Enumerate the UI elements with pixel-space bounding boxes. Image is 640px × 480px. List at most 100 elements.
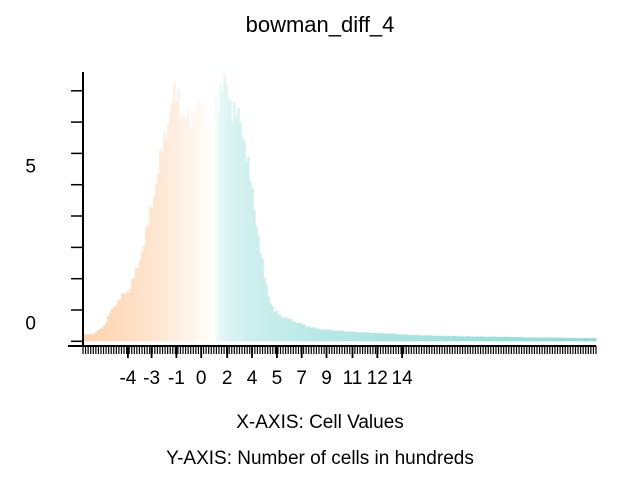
- histogram-bar: [403, 334, 407, 342]
- histogram-bar: [113, 306, 116, 342]
- histogram-bar: [139, 259, 142, 342]
- histogram-bar: [281, 317, 284, 342]
- histogram-bar: [125, 292, 128, 342]
- histogram-bar: [359, 332, 362, 342]
- histogram-bar: [211, 100, 214, 342]
- histogram-bar: [465, 336, 469, 342]
- histogram-bar: [357, 332, 360, 342]
- histogram-bar: [135, 267, 138, 342]
- histogram-bar: [537, 337, 541, 342]
- histogram-bar: [293, 321, 296, 342]
- histogram-bar: [409, 335, 413, 342]
- histogram-bar: [123, 294, 126, 342]
- histogram-bar: [223, 74, 226, 342]
- y-axis-minor-ticks: [71, 90, 83, 343]
- histogram-bar: [217, 112, 220, 342]
- histogram-bar: [375, 333, 378, 342]
- histogram-bar: [287, 319, 290, 342]
- histogram-bar: [107, 316, 110, 342]
- histogram-bar: [551, 337, 555, 342]
- x-tick-label: 5: [272, 368, 283, 389]
- y-axis-label: Y-AXIS: Number of cells in hundreds: [166, 448, 474, 469]
- histogram-bar: [351, 331, 354, 342]
- histogram-bar: [513, 337, 517, 342]
- histogram-bar: [265, 285, 268, 342]
- histogram-bar: [445, 336, 449, 342]
- chart-title: bowman_diff_4: [246, 12, 395, 37]
- histogram-bar: [289, 318, 292, 342]
- histogram-bar: [563, 337, 567, 342]
- histogram-bar: [385, 333, 388, 342]
- histogram-bar: [285, 317, 288, 342]
- histogram-bar: [301, 324, 304, 342]
- histogram-bar: [533, 337, 537, 342]
- histogram-bar: [467, 336, 471, 342]
- histogram-bar: [121, 293, 124, 342]
- histogram-bar: [483, 336, 487, 342]
- histogram-bar: [571, 338, 575, 342]
- histogram-bar: [411, 335, 415, 342]
- histogram-bar: [447, 335, 451, 342]
- histogram-bar: [191, 112, 194, 342]
- histogram-bar: [449, 336, 453, 342]
- histogram-bar: [103, 325, 106, 342]
- histogram-bar: [93, 333, 96, 342]
- x-tick-label: 0: [196, 368, 207, 389]
- histogram-bar: [155, 184, 158, 342]
- histogram-bar: [337, 330, 340, 342]
- histogram-bar: [383, 333, 386, 342]
- x-tick-label: 7: [296, 368, 307, 389]
- histogram-bar: [427, 335, 431, 342]
- histogram-bar: [129, 288, 132, 342]
- histogram-bar: [173, 82, 176, 342]
- histogram-bar: [561, 338, 565, 342]
- histogram-bar: [105, 322, 108, 342]
- histogram-bar: [495, 336, 499, 342]
- histogram-bar: [535, 337, 539, 342]
- histogram-bar: [531, 337, 535, 342]
- histogram-bar: [377, 332, 380, 342]
- histogram-bar: [367, 332, 370, 342]
- histogram-bar: [307, 326, 310, 342]
- histogram-bar: [193, 124, 196, 342]
- histogram-bar: [83, 334, 86, 342]
- histogram-bar: [237, 108, 240, 342]
- histogram-bar: [299, 322, 302, 342]
- histogram-bar: [579, 338, 583, 342]
- x-tick-label: -4: [119, 368, 136, 389]
- histogram-bar: [207, 121, 210, 342]
- histogram-bar: [225, 84, 228, 342]
- histogram-bar: [245, 161, 248, 342]
- histogram-bar: [273, 311, 276, 342]
- x-tick-label: 2: [222, 368, 233, 389]
- histogram-bar: [163, 132, 166, 342]
- histogram-bar: [271, 306, 274, 342]
- histogram-bar: [221, 91, 224, 342]
- histogram-bar: [249, 181, 252, 342]
- histogram-bar: [407, 335, 411, 342]
- histogram-bar: [283, 317, 286, 342]
- histogram-bar: [457, 336, 461, 342]
- histogram-bar: [321, 329, 324, 342]
- histogram-bars: [83, 74, 597, 342]
- histogram-bar: [305, 326, 308, 342]
- histogram-bar: [131, 279, 134, 342]
- histogram-bar: [185, 118, 188, 342]
- histogram-bar: [165, 140, 168, 342]
- histogram-bar: [405, 334, 409, 342]
- histogram-bar: [145, 227, 148, 342]
- histogram-bar: [331, 330, 334, 342]
- histogram-bar: [313, 327, 316, 342]
- histogram-bar: [369, 332, 372, 342]
- histogram-bar: [519, 337, 523, 342]
- histogram-bar: [263, 277, 266, 342]
- histogram-bar: [569, 337, 573, 342]
- histogram-bar: [521, 337, 525, 342]
- histogram-bar: [459, 336, 463, 342]
- histogram-bar: [509, 337, 513, 342]
- histogram-bar: [101, 328, 104, 342]
- histogram-bar: [435, 336, 439, 342]
- histogram-bar: [451, 336, 455, 342]
- histogram-bar: [149, 206, 152, 342]
